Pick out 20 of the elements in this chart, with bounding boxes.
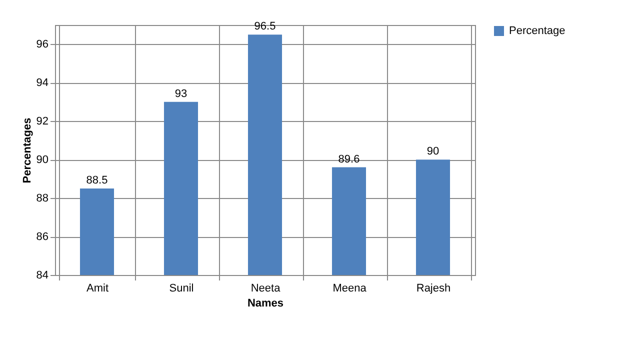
y-tick-label: 84 <box>36 270 48 282</box>
y-tick-label: 90 <box>36 154 48 166</box>
y-tick-label: 88 <box>36 192 48 205</box>
x-axis-title: Names <box>247 298 284 310</box>
y-tick-label: 94 <box>36 77 48 90</box>
data-label: 89.6 <box>338 153 360 166</box>
data-label: 90 <box>426 146 440 158</box>
y-tick-label: 96 <box>36 38 48 51</box>
data-label: 96.5 <box>254 20 276 33</box>
y-axis-title: Percentages <box>21 118 34 184</box>
y-tick-label: 92 <box>36 116 48 128</box>
x-tick-label: Neeta <box>250 282 282 294</box>
x-tick-label: Sunil <box>169 282 194 294</box>
data-label: 93 <box>174 88 188 100</box>
legend-label: Percentage <box>509 25 566 37</box>
x-tick-label: Meena <box>332 282 368 294</box>
data-label: 88.5 <box>86 174 108 186</box>
x-tick-label: Rajesh <box>416 282 451 294</box>
y-tick-label: 86 <box>36 231 48 244</box>
x-tick-label: Amit <box>86 282 108 294</box>
